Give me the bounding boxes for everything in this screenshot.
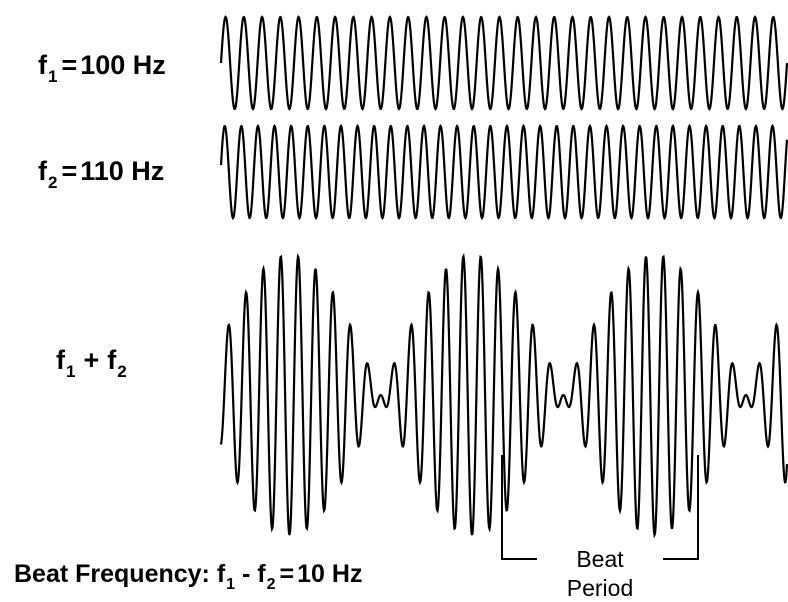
beat-a-symbol: f [216,560,226,588]
wave-f1-trace [219,15,788,111]
wave-f1-label: f1 = 100 Hz [38,50,166,86]
sum-b-subscript: 2 [117,362,127,381]
beat-period-bracket [501,455,699,560]
sum-operator: + [83,345,100,375]
beat-operator: - [235,560,258,588]
beat-b-subscript: 2 [266,576,276,593]
sum-a-subscript: 1 [66,362,76,381]
f2-symbol: f [38,156,47,186]
wave-f2-trace [219,123,788,221]
f1-symbol: f [38,50,47,80]
beat-frequency-label: Beat Frequency: f1 - f2 = 10 Hz [14,560,363,593]
f1-value: 100 Hz [80,50,166,80]
sum-b-symbol: f [107,345,117,375]
sum-a-symbol: f [56,345,65,375]
f2-value: 110 Hz [80,156,165,186]
beat-value: 10 Hz [297,560,363,588]
wave-sum-label: f1 + f2 [56,345,127,381]
f1-equals: = [61,50,78,80]
wave-sum-trace [219,252,788,539]
beat-prefix: Beat Frequency: [14,560,217,588]
f2-equals: = [61,156,78,186]
f2-subscript: 2 [48,173,58,192]
wave-f2-label: f2 = 110 Hz [38,156,165,192]
beat-b-symbol: f [257,560,266,588]
beat-equals: = [279,560,295,588]
f1-subscript: 1 [48,67,58,86]
beat-a-subscript: 1 [226,576,236,593]
beat-period-label-line2: Period [566,575,634,601]
beat-period-label-line1: Beat [576,546,624,572]
